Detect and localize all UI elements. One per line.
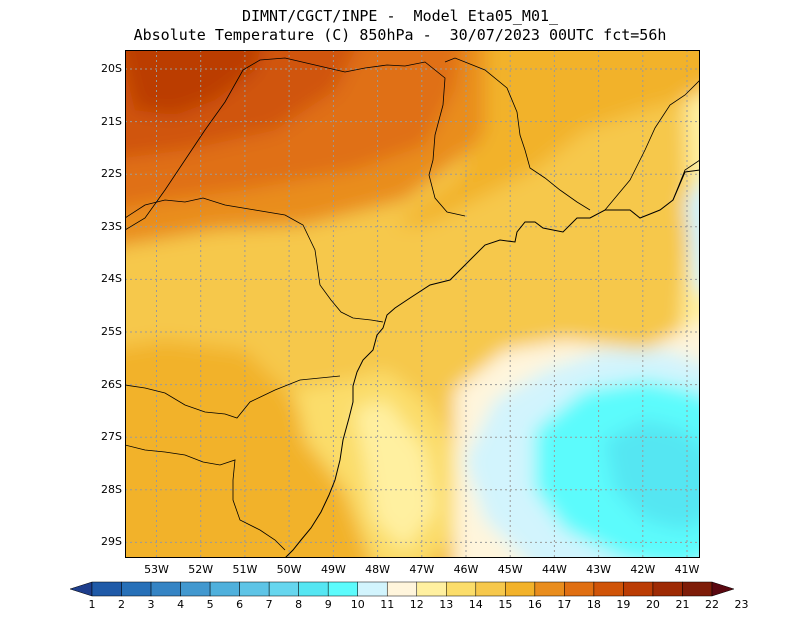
colorbar-cell [268,581,299,597]
colorbar-arrow-low [70,581,93,597]
map-title-line-2: Absolute Temperature (C) 850hPa - 30/07/… [133,26,667,44]
lon-label: 44W [541,563,567,576]
colorbar-label: 18 [586,598,601,611]
colorbar-cell [593,581,624,597]
lon-label: 42W [630,563,656,576]
colorbar-cell [623,581,654,597]
colorbar-label: 16 [527,598,542,611]
colorbar-arrow-high [711,581,734,597]
coastline [284,169,700,558]
colorbar-cell [475,581,506,597]
lon-label: 41W [674,563,700,576]
colorbar-cell [121,581,152,597]
colorbar-label: 7 [265,598,273,611]
lon-label: 48W [365,563,391,576]
colorbar-cell [180,581,211,597]
lon-label: 51W [232,563,258,576]
colorbar-cell [446,581,477,597]
state-borders [125,57,700,551]
temperature-map [125,50,700,558]
lon-label: 45W [497,563,523,576]
colorbar-label: 5 [206,598,214,611]
lon-label: 52W [188,563,214,576]
colorbar-label: 1 [88,598,96,611]
colorbar-label: 14 [468,598,483,611]
colorbar-label: 21 [675,598,690,611]
lat-label: 26S [101,377,122,391]
colorbar-label: 17 [557,598,572,611]
colorbar-cell [652,581,683,597]
colorbar-label: 13 [439,598,454,611]
colorbar-cell [327,581,358,597]
lat-label: 27S [101,430,122,444]
colorbar-label: 19 [616,598,631,611]
colorbar-cell [150,581,181,597]
colorbar-cell [682,581,713,597]
colorbar-label: 9 [324,598,332,611]
lon-label: 50W [276,563,302,576]
colorbar-cell [209,581,240,597]
colorbar-cell [564,581,595,597]
colorbar-cell [505,581,536,597]
colorbar-cell [91,581,122,597]
colorbar-cell [357,581,388,597]
temperature-colorbar [70,581,734,597]
grid-lines [125,50,700,558]
lat-label: 24S [101,272,122,286]
lon-label: 47W [409,563,435,576]
colorbar-cell [386,581,418,597]
colorbar-label: 20 [645,598,660,611]
colorbar-label: 11 [380,598,395,611]
map-title-line-1: DIMNT/CGCT/INPE - Model Eta05_M01_ [241,7,559,25]
lon-label: 49W [320,563,346,576]
lat-label: 20S [101,62,122,75]
map-frame [125,50,700,558]
lat-label: 23S [101,219,122,233]
lon-label: 53W [144,563,169,576]
colorbar-label: 4 [177,598,185,611]
lat-label: 22S [101,167,122,181]
lat-label: 21S [101,114,122,128]
colorbar-label: 6 [236,598,244,611]
colorbar-cell [416,581,447,597]
colorbar-label: 15 [498,598,513,611]
lon-label: 46W [453,563,479,576]
lat-label: 29S [101,535,122,549]
lat-label: 28S [101,482,122,496]
temperature-shading [125,50,700,558]
colorbar-label: 3 [147,598,155,611]
colorbar-label: 2 [118,598,126,611]
colorbar-label: 22 [705,598,719,611]
colorbar-label: 8 [295,598,303,611]
colorbar-cell [298,581,329,597]
colorbar-cell [534,581,565,597]
lon-label: 43W [586,563,612,576]
lat-label: 25S [101,325,122,338]
colorbar-label: 10 [350,598,365,611]
colorbar-label: 23 [734,598,749,611]
colorbar-label: 12 [409,598,424,611]
colorbar-cell [239,581,270,597]
